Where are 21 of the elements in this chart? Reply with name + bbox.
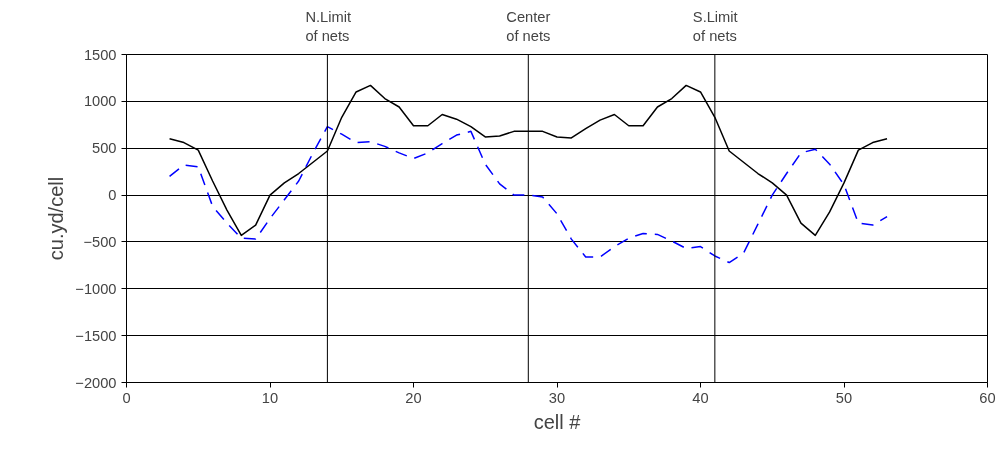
y-tick-label: −500 bbox=[83, 233, 117, 250]
x-axis-title: cell # bbox=[533, 410, 582, 433]
y-tick-label: −1000 bbox=[75, 280, 117, 297]
y-tick-label: 0 bbox=[108, 187, 117, 204]
line-series bbox=[168, 125, 888, 264]
ref-line-label: N.Limit of nets bbox=[305, 9, 352, 45]
y-tick-label: 500 bbox=[92, 140, 117, 157]
y-tick-label: −1500 bbox=[75, 327, 117, 344]
y-tick-label: 1500 bbox=[83, 46, 117, 63]
y-tick-label: −2000 bbox=[75, 374, 117, 391]
y-tick-label: 1000 bbox=[83, 93, 117, 110]
x-tick-label: 30 bbox=[548, 389, 566, 406]
ref-line-label: S.Limit of nets bbox=[692, 9, 738, 45]
x-tick-label: 60 bbox=[979, 389, 996, 406]
x-tick-label: 10 bbox=[261, 389, 279, 406]
x-tick-label: 20 bbox=[405, 389, 422, 406]
x-tick-label: 50 bbox=[835, 389, 853, 406]
x-tick-label: 40 bbox=[692, 389, 709, 406]
ref-line-label: Center of nets bbox=[506, 9, 551, 45]
y-axis-title: cu.yd/cell bbox=[45, 176, 68, 261]
x-tick-label: 0 bbox=[122, 389, 131, 406]
